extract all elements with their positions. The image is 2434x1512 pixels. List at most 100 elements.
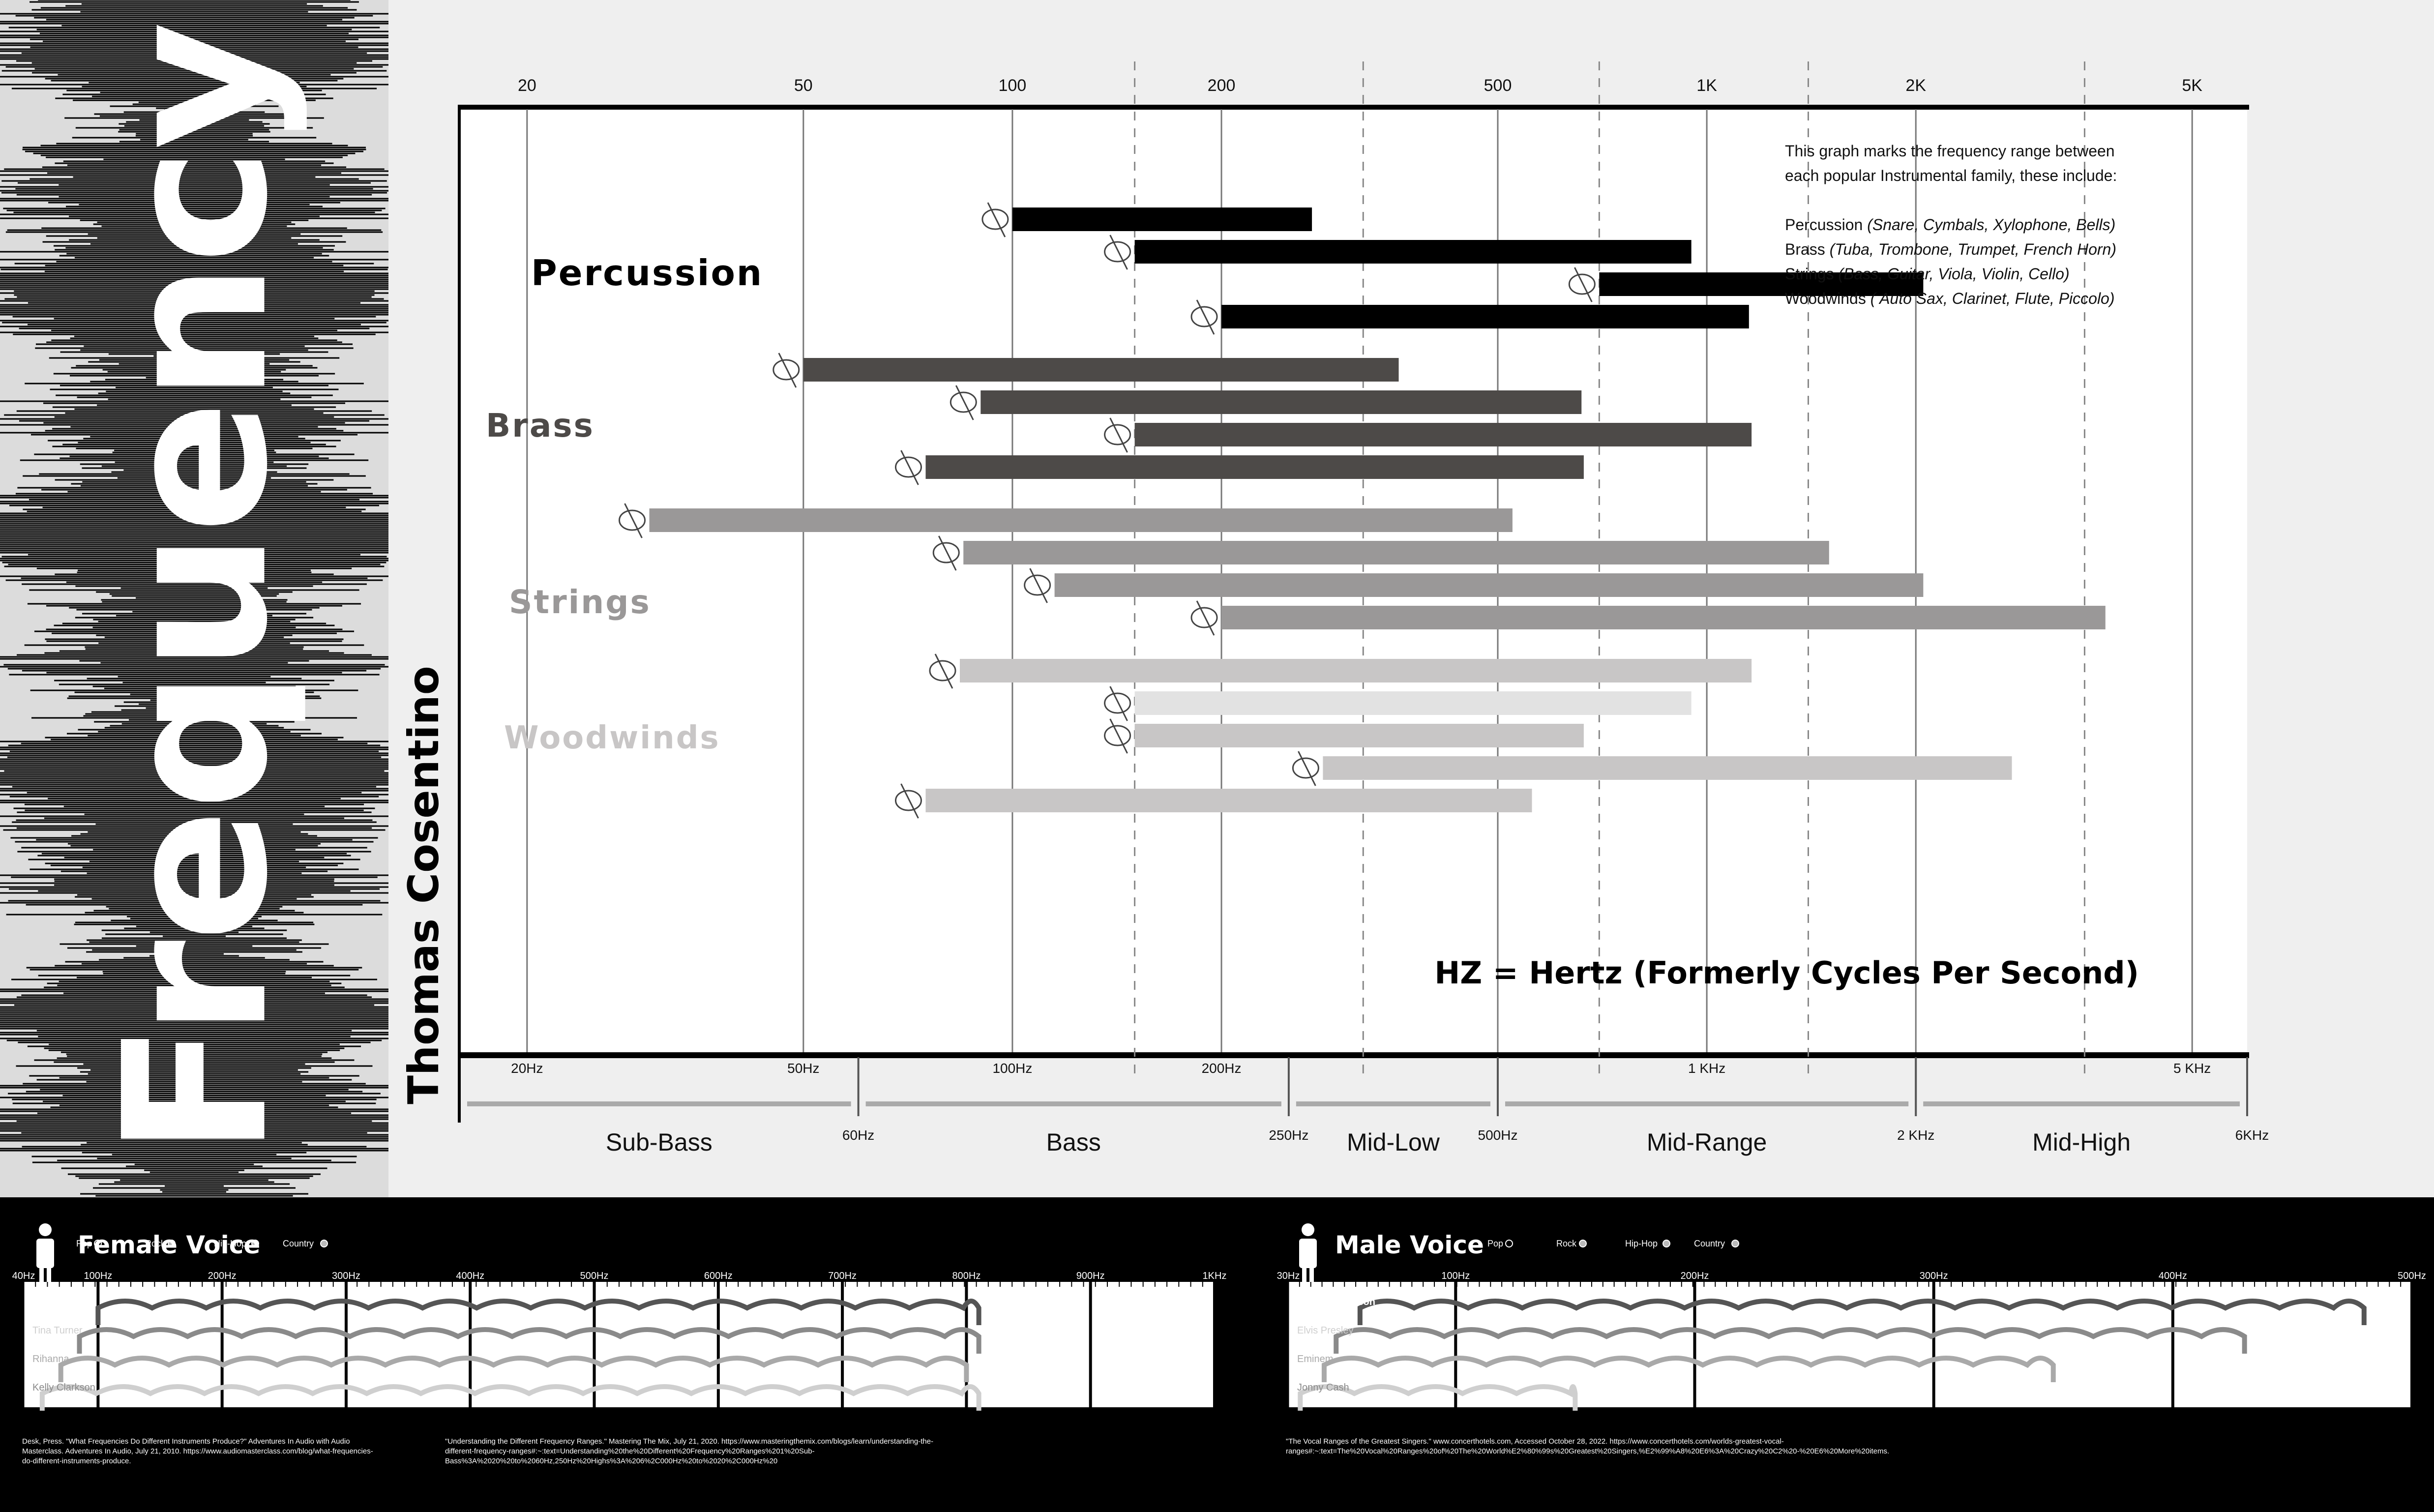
note-family-label: Brass: [1785, 240, 1830, 258]
range-bar-french-horn: [925, 455, 1584, 479]
range-bar-viola: [1054, 573, 1924, 597]
group-label-strings: Strings: [509, 583, 651, 621]
legend-label: Pop: [76, 1239, 92, 1248]
legend-marker: [1662, 1240, 1670, 1247]
french-horn-icon: [894, 450, 922, 485]
guitar-icon: [932, 535, 960, 571]
singer-name: Elvis Presley: [1297, 1325, 1353, 1336]
range-bar-violin: [1221, 606, 2106, 629]
voice-tick-label: 200Hz: [208, 1271, 237, 1281]
top-tick-label: 50: [794, 76, 813, 95]
legend-label: Country: [283, 1239, 314, 1248]
top-tick-label: 1K: [1696, 76, 1717, 95]
range-name: Mid-Range: [1647, 1128, 1767, 1156]
voice-tick-label: 100Hz: [84, 1271, 112, 1281]
voice-tick-label: 300Hz: [332, 1271, 360, 1281]
trombone-icon: [950, 385, 977, 420]
singer-name: Taylor Swift: [32, 1297, 88, 1307]
singer-range-wave: [1298, 1384, 1578, 1411]
female-person-icon: [36, 1223, 54, 1283]
clarinet-icon: [1104, 718, 1131, 754]
legend-label: Country: [1694, 1239, 1725, 1248]
waveform-lines: [0, 0, 483, 1197]
male-person-icon: [1299, 1223, 1317, 1283]
plot-left-border: [458, 105, 461, 1123]
range-bar-tuba: [803, 358, 1399, 382]
singer-name: Tina Turner: [32, 1325, 83, 1336]
citation-vocal: "The Vocal Ranges of the Greatest Singer…: [1286, 1437, 1890, 1455]
group-label-woodwinds: Woodwinds: [504, 720, 720, 756]
legend-label: Hip-Hop: [214, 1239, 246, 1248]
plot-bottom-border: [458, 1052, 2249, 1058]
range-bar-trumpet: [1134, 423, 1752, 446]
voice-tick-label: 300Hz: [1920, 1271, 1948, 1281]
range-bar-piccolo: [925, 789, 1532, 812]
waveform-graphic: [0, 0, 483, 1197]
range-name: Sub-Bass: [606, 1128, 712, 1156]
saxophone-icon: [1104, 686, 1131, 721]
cymbals-icon: [1104, 235, 1131, 270]
violin-icon: [1190, 600, 1218, 636]
legend-label: Pop: [1487, 1239, 1503, 1248]
voice-range-graphic: Pop Rock Hip-Hop Country 40Hz 100Hz 200Hz 300Hz…: [12, 1223, 2426, 1411]
singer-range-wave: [77, 1327, 981, 1354]
singer-name: Kelly Clarkson: [32, 1382, 95, 1393]
range-bar-bells: [1221, 305, 1749, 328]
bottom-tick-label: 50Hz: [787, 1061, 819, 1076]
legend-marker: [320, 1240, 328, 1247]
legend-label: Hip-Hop: [1625, 1239, 1658, 1248]
flute-icon: [1292, 751, 1319, 786]
snare-drum-icon: [981, 202, 1009, 237]
top-tick-label: 200: [1208, 76, 1236, 95]
top-tick-label: 100: [999, 76, 1027, 95]
hz-definition: HZ = Hertz (Formerly Cycles Per Second): [1434, 955, 2139, 991]
range-bar-bass: [649, 508, 1513, 532]
note-family-items: (Tuba, Trombone, Trumpet, French Horn): [1830, 240, 2116, 258]
waveform-panel: [0, 0, 483, 1197]
legend-marker: [1731, 1240, 1739, 1247]
top-tick-label: 20: [518, 76, 536, 95]
viola-icon: [1024, 568, 1051, 603]
legend-marker: [251, 1240, 259, 1247]
trumpet-icon: [1104, 417, 1131, 453]
note-family-label: Strings: [1785, 265, 1838, 283]
instrument-frequency-chart: 20 50 100 200 500 1K 2K 5K 20Hz 50Hz 100Hz 200Hz 1 K…: [458, 61, 2269, 1156]
voice-tick-label: 800Hz: [952, 1271, 981, 1281]
piccolo-icon: [894, 783, 922, 819]
plot-top-border: [458, 105, 2249, 110]
singer-name: Rihanna: [32, 1354, 69, 1364]
voice-tick-label: 400Hz: [2159, 1271, 2187, 1281]
range-boundary-label: 2 KHz: [1897, 1127, 1934, 1143]
voice-tick-label: 400Hz: [456, 1271, 484, 1281]
range-bar-flute: [1323, 756, 2012, 780]
singer-range-wave: [1357, 1299, 2367, 1325]
range-boundary-label: 6KHz: [2235, 1127, 2269, 1143]
range-bar-clarinet: [1134, 724, 1584, 747]
top-tick-label: 2K: [1905, 76, 1926, 95]
xylophone-icon: [1568, 267, 1596, 302]
bottom-tick-label: 20Hz: [511, 1061, 543, 1076]
male-voice-title: Male Voice: [1335, 1231, 1484, 1259]
legend-marker: [168, 1240, 176, 1247]
voice-tick-label: 100Hz: [1441, 1271, 1470, 1281]
tuba-icon: [772, 353, 800, 388]
note-family-label: Woodwinds: [1785, 290, 1870, 307]
singer-range-wave: [1321, 1356, 2056, 1382]
note-line: This graph marks the frequency range bet…: [1785, 142, 2115, 160]
voice-range-panel: Pop Rock Hip-Hop Country 40Hz 100Hz 200Hz 300Hz…: [0, 1197, 2434, 1512]
range-name: Bass: [1046, 1128, 1101, 1156]
singer-name: Jonny Cash: [1297, 1382, 1349, 1393]
legend-marker: [1579, 1240, 1587, 1247]
legend-marker: [1505, 1240, 1513, 1247]
bell-icon: [1190, 299, 1218, 335]
voice-tick-label: 30Hz: [1277, 1271, 1300, 1281]
singer-range-wave: [58, 1356, 969, 1382]
legend-label: Rock: [1556, 1239, 1577, 1248]
note-family-items: (Snare, Cymbals, Xylophone, Bells): [1867, 216, 2115, 234]
singer-range-wave: [1334, 1327, 2247, 1354]
voice-tick-label: 500Hz: [2398, 1271, 2426, 1281]
note-family-line: Percussion (Snare, Cymbals, Xylophone, B…: [1785, 216, 2115, 234]
singer-range-wave: [39, 1384, 981, 1411]
voice-tick-label: 40Hz: [12, 1271, 35, 1281]
range-bar-auto-sax: [1134, 691, 1692, 715]
